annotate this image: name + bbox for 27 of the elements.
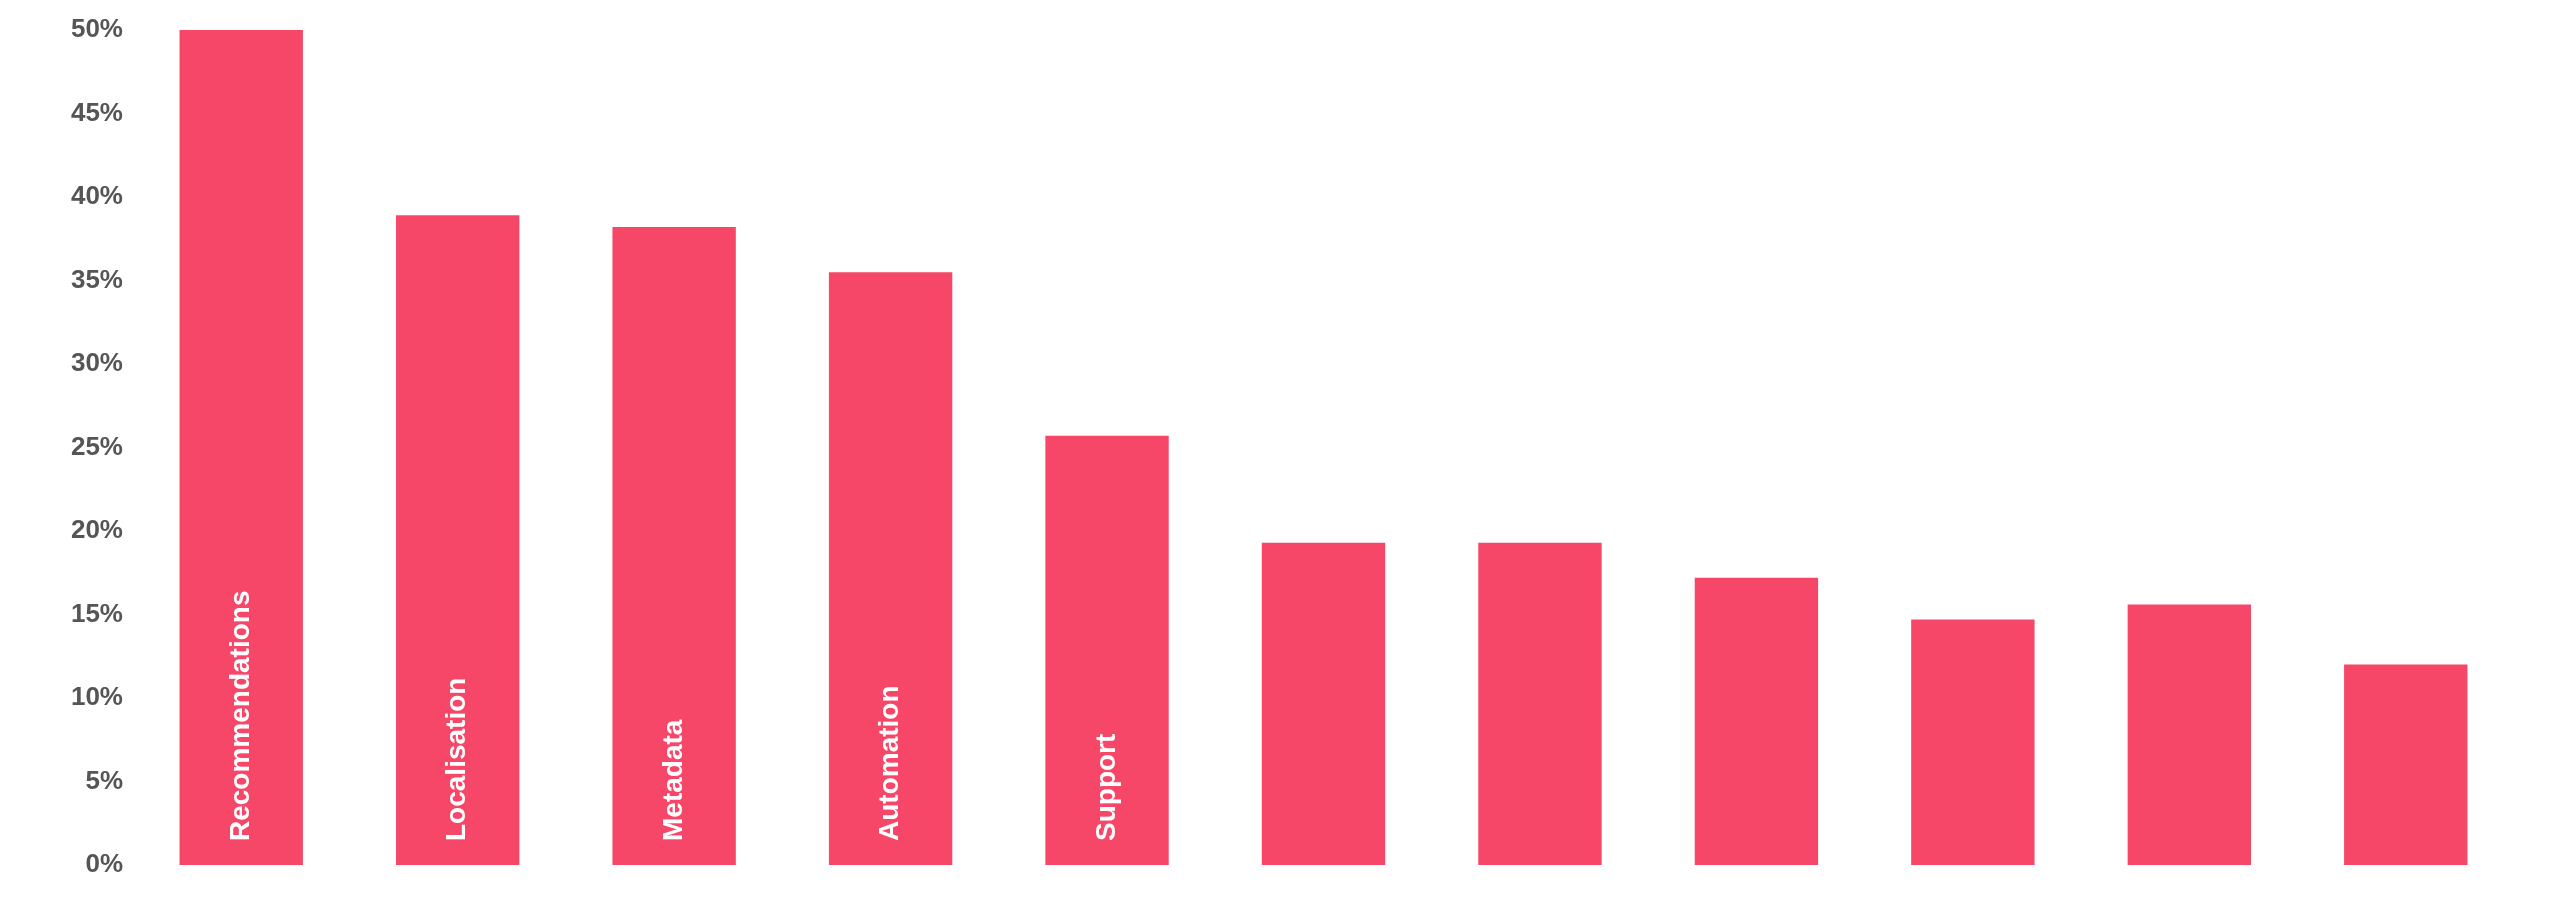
bar [2344, 664, 2468, 865]
bar [2127, 604, 2252, 865]
y-tick-label: 30% [70, 347, 123, 378]
bar [1478, 542, 1602, 865]
bar [828, 272, 953, 865]
y-tick-label: 25% [70, 430, 123, 461]
y-tick-label: 40% [70, 180, 123, 211]
bar [612, 227, 736, 865]
y-tick-label: 45% [70, 96, 123, 127]
bar [395, 215, 520, 865]
y-tick-label: 10% [70, 681, 123, 712]
x-tick-label: Localisation [440, 677, 472, 841]
bar [179, 30, 303, 865]
y-tick-label: 50% [70, 13, 123, 44]
y-tick-label: 20% [70, 514, 123, 545]
y-tick-label: 35% [70, 263, 123, 294]
x-tick-label: Recommendations [223, 590, 255, 841]
bar [1694, 577, 1819, 865]
y-tick-label: 0% [85, 848, 123, 879]
bar [1911, 619, 2035, 865]
y-tick-label: 15% [70, 597, 123, 628]
x-tick-label: Support [1089, 733, 1121, 841]
bar [1045, 435, 1169, 865]
y-tick-label: 5% [85, 764, 123, 795]
x-tick-label: Automation [873, 685, 905, 841]
x-tick-label: Metadata [656, 719, 688, 841]
bar [1261, 542, 1386, 865]
